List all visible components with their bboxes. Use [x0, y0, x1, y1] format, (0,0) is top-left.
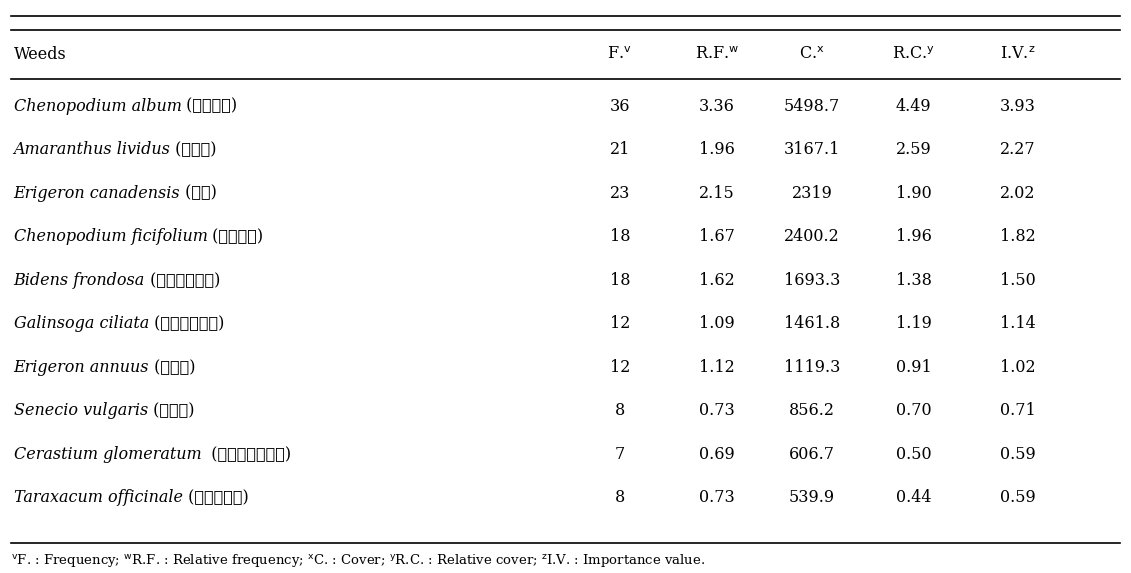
Text: 1.09: 1.09 — [699, 315, 735, 332]
Text: (개비름): (개비름) — [171, 141, 217, 158]
Text: Galinsoga ciliata: Galinsoga ciliata — [14, 315, 149, 332]
Text: 1.82: 1.82 — [1000, 228, 1036, 245]
Text: Amaranthus lividus: Amaranthus lividus — [14, 141, 171, 158]
Text: 21: 21 — [610, 141, 630, 158]
Text: Chenopodium ficifolium: Chenopodium ficifolium — [14, 228, 207, 245]
Text: Chenopodium album: Chenopodium album — [14, 97, 181, 115]
Text: 8: 8 — [614, 402, 625, 419]
Text: 0.73: 0.73 — [699, 402, 735, 419]
Text: C.$^{\mathrm{x}}$: C.$^{\mathrm{x}}$ — [800, 46, 824, 63]
Text: 2.02: 2.02 — [1000, 185, 1036, 202]
Text: 1.12: 1.12 — [699, 359, 735, 376]
Text: 1.96: 1.96 — [896, 228, 932, 245]
Text: 1.19: 1.19 — [896, 315, 932, 332]
Text: F.$^{\mathrm{v}}$: F.$^{\mathrm{v}}$ — [607, 46, 632, 63]
Text: 0.44: 0.44 — [896, 489, 932, 507]
Text: (털별꽃아재비): (털별꽃아재비) — [149, 315, 224, 332]
Text: (서양민들레): (서양민들레) — [182, 489, 249, 507]
Text: 1.62: 1.62 — [699, 272, 735, 289]
Text: (줄명아주): (줄명아주) — [207, 228, 264, 245]
Text: 4.49: 4.49 — [896, 97, 932, 115]
Text: 12: 12 — [610, 315, 630, 332]
Text: Senecio vulgaris: Senecio vulgaris — [14, 402, 148, 419]
Text: 0.59: 0.59 — [1000, 446, 1036, 463]
Text: Erigeron canadensis: Erigeron canadensis — [14, 185, 180, 202]
Text: 7: 7 — [614, 446, 625, 463]
Text: $^{\mathrm{v}}$F. : Frequency; $^{\mathrm{w}}$R.F. : Relative frequency; $^{\mat: $^{\mathrm{v}}$F. : Frequency; $^{\mathr… — [11, 552, 706, 569]
Text: 1.67: 1.67 — [699, 228, 735, 245]
Text: Erigeron annuus: Erigeron annuus — [14, 359, 149, 376]
Text: 3.93: 3.93 — [1000, 97, 1036, 115]
Text: R.C.$^{\mathrm{y}}$: R.C.$^{\mathrm{y}}$ — [892, 46, 935, 63]
Text: (미국가막사리): (미국가막사리) — [145, 272, 221, 289]
Text: 5498.7: 5498.7 — [784, 97, 840, 115]
Text: (개쉬갓): (개쉬갓) — [148, 402, 195, 419]
Text: 1.96: 1.96 — [699, 141, 735, 158]
Text: 606.7: 606.7 — [789, 446, 835, 463]
Text: R.F.$^{\mathrm{w}}$: R.F.$^{\mathrm{w}}$ — [696, 46, 739, 63]
Text: 18: 18 — [610, 228, 630, 245]
Text: 0.59: 0.59 — [1000, 489, 1036, 507]
Text: 8: 8 — [614, 489, 625, 507]
Text: 1693.3: 1693.3 — [784, 272, 840, 289]
Text: 3.36: 3.36 — [699, 97, 735, 115]
Text: (유럽점나도나물): (유럽점나도나물) — [201, 446, 292, 463]
Text: 18: 18 — [610, 272, 630, 289]
Text: (개망초): (개망초) — [149, 359, 196, 376]
Text: Bidens frondosa: Bidens frondosa — [14, 272, 145, 289]
Text: Cerastium glomeratum: Cerastium glomeratum — [14, 446, 201, 463]
Text: 0.91: 0.91 — [896, 359, 932, 376]
Text: (흰명아주): (흰명아주) — [181, 97, 238, 115]
Text: 0.69: 0.69 — [699, 446, 735, 463]
Text: 1461.8: 1461.8 — [784, 315, 840, 332]
Text: 1.02: 1.02 — [1000, 359, 1036, 376]
Text: 856.2: 856.2 — [789, 402, 835, 419]
Text: 2.59: 2.59 — [896, 141, 932, 158]
Text: 23: 23 — [610, 185, 630, 202]
Text: 0.71: 0.71 — [1000, 402, 1036, 419]
Text: 0.73: 0.73 — [699, 489, 735, 507]
Text: I.V.$^{\mathrm{z}}$: I.V.$^{\mathrm{z}}$ — [1000, 46, 1036, 63]
Text: Weeds: Weeds — [14, 46, 67, 63]
Text: 12: 12 — [610, 359, 630, 376]
Text: 1.90: 1.90 — [896, 185, 932, 202]
Text: 36: 36 — [610, 97, 630, 115]
Text: 2400.2: 2400.2 — [784, 228, 840, 245]
Text: Taraxacum officinale: Taraxacum officinale — [14, 489, 182, 507]
Text: (망초): (망초) — [180, 185, 217, 202]
Text: 2.27: 2.27 — [1000, 141, 1036, 158]
Text: 3167.1: 3167.1 — [784, 141, 840, 158]
Text: 0.50: 0.50 — [896, 446, 932, 463]
Text: 1119.3: 1119.3 — [784, 359, 840, 376]
Text: 0.70: 0.70 — [896, 402, 932, 419]
Text: 1.38: 1.38 — [896, 272, 932, 289]
Text: 539.9: 539.9 — [789, 489, 835, 507]
Text: 2.15: 2.15 — [699, 185, 735, 202]
Text: 1.14: 1.14 — [1000, 315, 1036, 332]
Text: 2319: 2319 — [792, 185, 832, 202]
Text: 1.50: 1.50 — [1000, 272, 1036, 289]
